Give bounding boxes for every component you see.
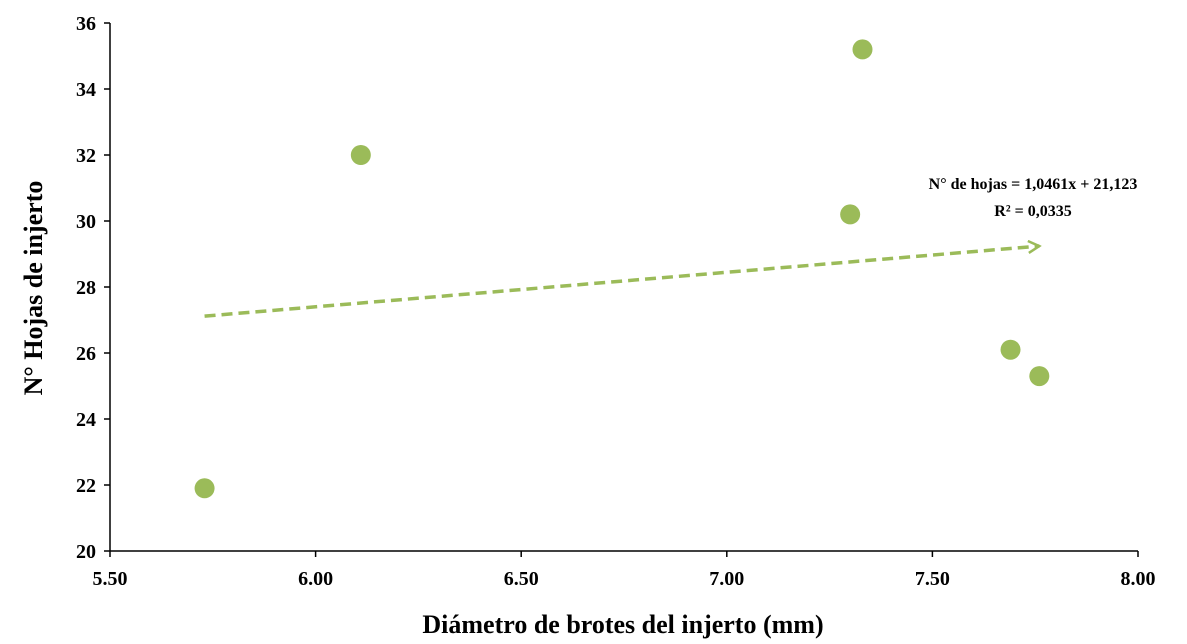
x-tick-label: 6.50 (504, 568, 539, 590)
data-point (1029, 366, 1050, 387)
y-axis-title: N° Hojas de injerto (19, 181, 48, 396)
data-point (194, 478, 215, 499)
trendline-equation: N° de hojas = 1,0461x + 21,123 (929, 176, 1138, 193)
y-tick-label: 28 (76, 277, 96, 299)
trendline-group (204, 246, 1040, 318)
r-squared-label: R² = 0,0335 (994, 203, 1071, 220)
data-points (194, 39, 1050, 499)
x-tick-label: 5.50 (93, 568, 128, 590)
y-tick-label: 34 (76, 79, 96, 101)
y-tick-label: 24 (76, 409, 96, 431)
data-point (350, 145, 371, 165)
tick-labels: 20 22 24 26 28 30 32 34 36 5.50 6.00 6.50 7.00 7.50 8.… (76, 13, 1156, 590)
y-tick-label: 22 (76, 475, 96, 497)
y-tick-label: 20 (76, 541, 96, 563)
data-point (1000, 339, 1021, 360)
axes (104, 22, 1139, 557)
data-point (840, 204, 861, 225)
x-tick-label: 7.50 (915, 568, 950, 590)
data-point (852, 39, 873, 60)
x-axis-title: Diámetro de brotes del injerto (mm) (422, 610, 823, 639)
y-tick-label: 26 (76, 343, 96, 365)
y-tick-label: 30 (76, 211, 96, 233)
x-tick-label: 6.00 (298, 568, 333, 590)
x-tick-label: 8.00 (1121, 568, 1156, 590)
y-tick-label: 36 (76, 13, 96, 35)
x-tick-label: 7.00 (709, 568, 744, 590)
y-tick-label: 32 (76, 145, 96, 167)
trendline (204, 246, 1040, 318)
